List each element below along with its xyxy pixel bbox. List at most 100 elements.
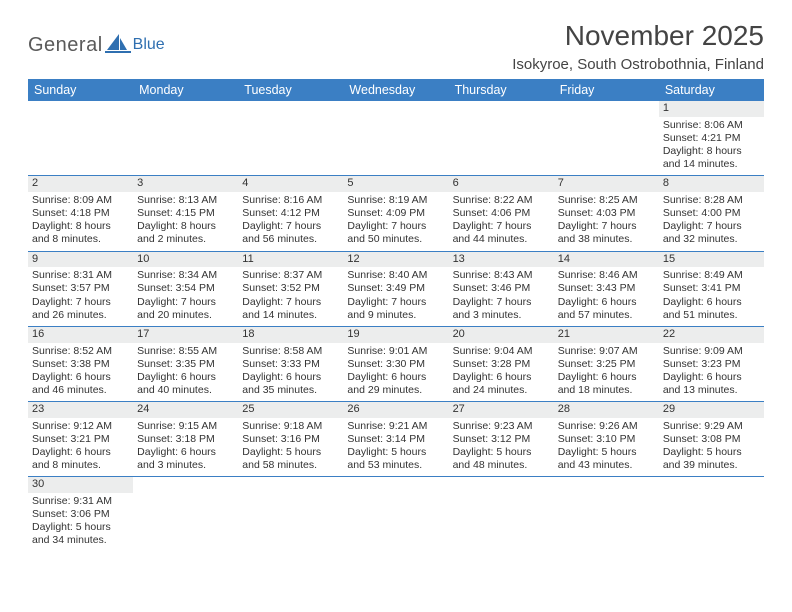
- sunset-text: Sunset: 3:54 PM: [137, 282, 234, 295]
- day-number: 16: [28, 327, 133, 343]
- daylight-text: and 2 minutes.: [137, 233, 234, 246]
- daylight-text: and 38 minutes.: [558, 233, 655, 246]
- day-number: 21: [554, 327, 659, 343]
- daylight-text: Daylight: 7 hours: [32, 296, 129, 309]
- sunset-text: Sunset: 3:46 PM: [453, 282, 550, 295]
- dow-label: Saturday: [659, 79, 764, 101]
- daylight-text: Daylight: 7 hours: [242, 296, 339, 309]
- day-cell: 23Sunrise: 9:12 AMSunset: 3:21 PMDayligh…: [28, 402, 133, 476]
- daylight-text: Daylight: 7 hours: [558, 220, 655, 233]
- day-cell: 17Sunrise: 8:55 AMSunset: 3:35 PMDayligh…: [133, 327, 238, 401]
- day-cell: 9Sunrise: 8:31 AMSunset: 3:57 PMDaylight…: [28, 252, 133, 326]
- empty-cell: [659, 477, 764, 551]
- day-cell: 16Sunrise: 8:52 AMSunset: 3:38 PMDayligh…: [28, 327, 133, 401]
- day-body: Sunrise: 8:40 AMSunset: 3:49 PMDaylight:…: [343, 267, 448, 326]
- sunset-text: Sunset: 4:21 PM: [663, 132, 760, 145]
- sunset-text: Sunset: 4:15 PM: [137, 207, 234, 220]
- day-number: 2: [28, 176, 133, 192]
- daylight-text: Daylight: 6 hours: [32, 371, 129, 384]
- day-body: Sunrise: 9:18 AMSunset: 3:16 PMDaylight:…: [238, 418, 343, 477]
- week-row: 30Sunrise: 9:31 AMSunset: 3:06 PMDayligh…: [28, 477, 764, 551]
- day-cell: 24Sunrise: 9:15 AMSunset: 3:18 PMDayligh…: [133, 402, 238, 476]
- daylight-text: and 53 minutes.: [347, 459, 444, 472]
- sunset-text: Sunset: 3:49 PM: [347, 282, 444, 295]
- day-cell: 11Sunrise: 8:37 AMSunset: 3:52 PMDayligh…: [238, 252, 343, 326]
- daylight-text: and 32 minutes.: [663, 233, 760, 246]
- sunset-text: Sunset: 4:00 PM: [663, 207, 760, 220]
- daylight-text: and 39 minutes.: [663, 459, 760, 472]
- empty-cell: [554, 101, 659, 175]
- sunrise-text: Sunrise: 9:23 AM: [453, 420, 550, 433]
- dow-label: Wednesday: [343, 79, 448, 101]
- daylight-text: Daylight: 7 hours: [137, 296, 234, 309]
- day-number: 14: [554, 252, 659, 268]
- daylight-text: and 57 minutes.: [558, 309, 655, 322]
- day-cell: 15Sunrise: 8:49 AMSunset: 3:41 PMDayligh…: [659, 252, 764, 326]
- day-number: 4: [238, 176, 343, 192]
- day-number: 12: [343, 252, 448, 268]
- day-number: 9: [28, 252, 133, 268]
- calendar-page: General Blue November 2025 Isokyroe, Sou…: [0, 0, 792, 562]
- daylight-text: and 26 minutes.: [32, 309, 129, 322]
- sunrise-text: Sunrise: 8:43 AM: [453, 269, 550, 282]
- daylight-text: Daylight: 6 hours: [558, 296, 655, 309]
- sunrise-text: Sunrise: 8:25 AM: [558, 194, 655, 207]
- sunset-text: Sunset: 3:41 PM: [663, 282, 760, 295]
- day-number: 29: [659, 402, 764, 418]
- day-cell: 27Sunrise: 9:23 AMSunset: 3:12 PMDayligh…: [449, 402, 554, 476]
- sunrise-text: Sunrise: 8:52 AM: [32, 345, 129, 358]
- daylight-text: Daylight: 5 hours: [347, 446, 444, 459]
- day-cell: 13Sunrise: 8:43 AMSunset: 3:46 PMDayligh…: [449, 252, 554, 326]
- daylight-text: and 34 minutes.: [32, 534, 129, 547]
- daylight-text: and 50 minutes.: [347, 233, 444, 246]
- day-number: 5: [343, 176, 448, 192]
- day-number: 13: [449, 252, 554, 268]
- sunset-text: Sunset: 4:06 PM: [453, 207, 550, 220]
- day-cell: 18Sunrise: 8:58 AMSunset: 3:33 PMDayligh…: [238, 327, 343, 401]
- day-body: Sunrise: 8:13 AMSunset: 4:15 PMDaylight:…: [133, 192, 238, 251]
- week-row: 2Sunrise: 8:09 AMSunset: 4:18 PMDaylight…: [28, 176, 764, 251]
- daylight-text: and 35 minutes.: [242, 384, 339, 397]
- day-body: Sunrise: 8:19 AMSunset: 4:09 PMDaylight:…: [343, 192, 448, 251]
- day-cell: 2Sunrise: 8:09 AMSunset: 4:18 PMDaylight…: [28, 176, 133, 250]
- day-cell: 14Sunrise: 8:46 AMSunset: 3:43 PMDayligh…: [554, 252, 659, 326]
- sunset-text: Sunset: 4:09 PM: [347, 207, 444, 220]
- daylight-text: Daylight: 6 hours: [32, 446, 129, 459]
- daylight-text: Daylight: 6 hours: [137, 371, 234, 384]
- dow-label: Tuesday: [238, 79, 343, 101]
- day-cell: 29Sunrise: 9:29 AMSunset: 3:08 PMDayligh…: [659, 402, 764, 476]
- day-body: Sunrise: 9:07 AMSunset: 3:25 PMDaylight:…: [554, 343, 659, 402]
- day-cell: 28Sunrise: 9:26 AMSunset: 3:10 PMDayligh…: [554, 402, 659, 476]
- sunrise-text: Sunrise: 9:31 AM: [32, 495, 129, 508]
- day-body: Sunrise: 9:29 AMSunset: 3:08 PMDaylight:…: [659, 418, 764, 477]
- sunset-text: Sunset: 3:06 PM: [32, 508, 129, 521]
- day-number: 1: [659, 101, 764, 117]
- daylight-text: and 24 minutes.: [453, 384, 550, 397]
- daylight-text: and 3 minutes.: [137, 459, 234, 472]
- empty-cell: [133, 477, 238, 551]
- sunrise-text: Sunrise: 8:13 AM: [137, 194, 234, 207]
- sunset-text: Sunset: 3:08 PM: [663, 433, 760, 446]
- day-cell: 25Sunrise: 9:18 AMSunset: 3:16 PMDayligh…: [238, 402, 343, 476]
- day-body: Sunrise: 9:01 AMSunset: 3:30 PMDaylight:…: [343, 343, 448, 402]
- daylight-text: Daylight: 6 hours: [663, 296, 760, 309]
- sunset-text: Sunset: 3:28 PM: [453, 358, 550, 371]
- daylight-text: Daylight: 7 hours: [453, 296, 550, 309]
- day-body: Sunrise: 8:34 AMSunset: 3:54 PMDaylight:…: [133, 267, 238, 326]
- day-number: 6: [449, 176, 554, 192]
- day-body: Sunrise: 8:46 AMSunset: 3:43 PMDaylight:…: [554, 267, 659, 326]
- daylight-text: and 40 minutes.: [137, 384, 234, 397]
- daylight-text: Daylight: 6 hours: [453, 371, 550, 384]
- daylight-text: Daylight: 6 hours: [347, 371, 444, 384]
- daylight-text: and 44 minutes.: [453, 233, 550, 246]
- sunrise-text: Sunrise: 8:28 AM: [663, 194, 760, 207]
- daylight-text: and 18 minutes.: [558, 384, 655, 397]
- weeks-container: 1Sunrise: 8:06 AMSunset: 4:21 PMDaylight…: [28, 101, 764, 552]
- day-cell: 1Sunrise: 8:06 AMSunset: 4:21 PMDaylight…: [659, 101, 764, 175]
- day-body: Sunrise: 8:09 AMSunset: 4:18 PMDaylight:…: [28, 192, 133, 251]
- daylight-text: and 9 minutes.: [347, 309, 444, 322]
- daylight-text: and 8 minutes.: [32, 459, 129, 472]
- daylight-text: Daylight: 5 hours: [32, 521, 129, 534]
- week-row: 9Sunrise: 8:31 AMSunset: 3:57 PMDaylight…: [28, 252, 764, 327]
- day-number: 25: [238, 402, 343, 418]
